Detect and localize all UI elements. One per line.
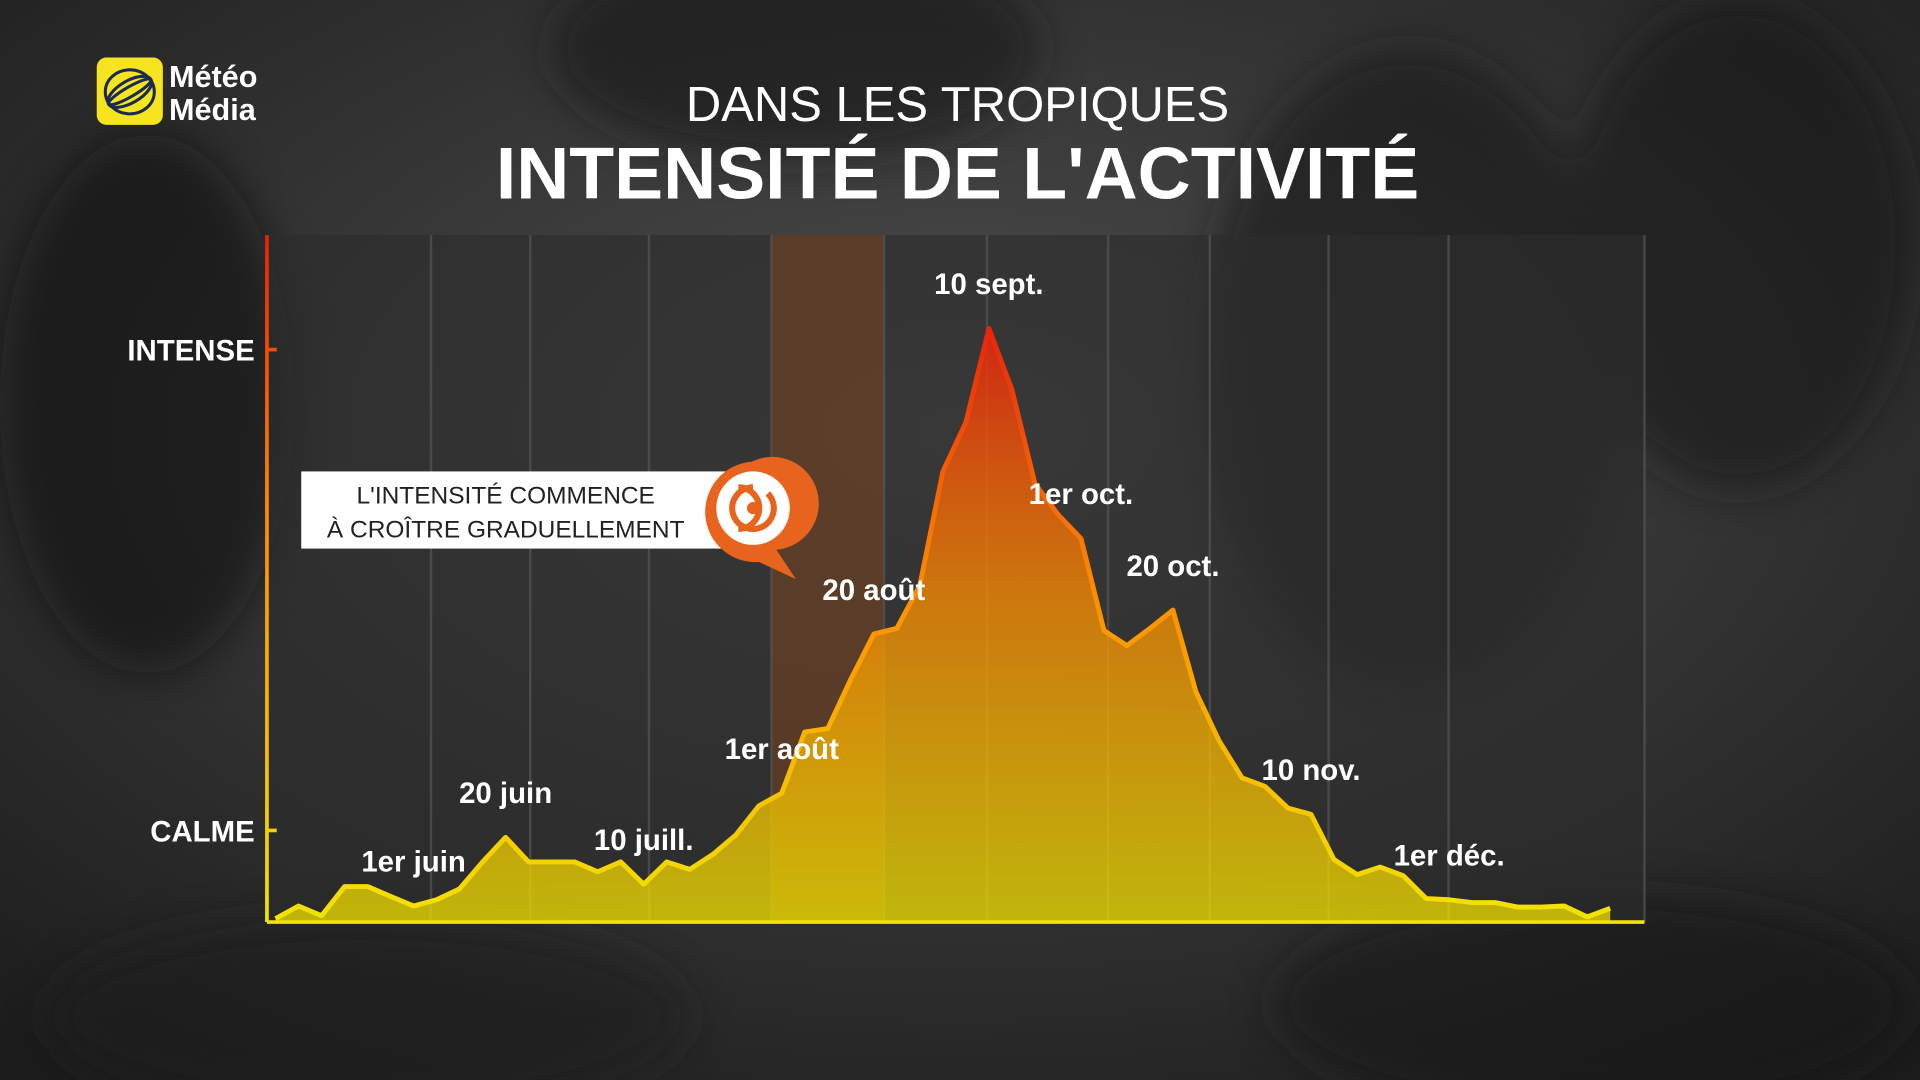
data-label: 1er juin xyxy=(361,846,465,879)
data-label: 10 juill. xyxy=(594,824,694,857)
plot: INTENSE CALME 1er juin 20 juin 10 juill. 1er … xyxy=(127,235,1645,924)
data-label: 10 nov. xyxy=(1262,754,1361,787)
area xyxy=(275,328,1611,923)
logo-globe xyxy=(103,68,156,116)
chart-title: INTENSITÉ DE L'ACTIVITÉ xyxy=(496,131,1419,214)
callout-text: L'INTENSITÉ COMMENCE xyxy=(357,482,655,509)
y-tick-label: CALME xyxy=(150,815,254,848)
line xyxy=(274,325,1612,921)
callout-box xyxy=(301,471,749,549)
logo: Météo Média xyxy=(96,57,257,127)
data-label: 10 sept. xyxy=(934,268,1043,301)
data-label: 20 juin xyxy=(459,777,552,810)
logo-text: Météo xyxy=(169,60,257,94)
logo-text: Média xyxy=(169,93,257,127)
callout: L'INTENSITÉ COMMENCE À CROÎTRE GRADUELLE… xyxy=(301,456,819,580)
data-label: 1er oct. xyxy=(1029,478,1134,511)
y-tick-label: INTENSE xyxy=(127,335,254,368)
hurricane-eye xyxy=(746,502,760,515)
supertitle: DANS LES TROPIQUES xyxy=(686,78,1229,132)
data-label: 20 août xyxy=(822,574,925,607)
data-label: 20 oct. xyxy=(1126,550,1219,583)
callout-text: À CROÎTRE GRADUELLEMENT xyxy=(327,517,685,544)
data-label: 1er août xyxy=(725,733,839,766)
data-label: 1er déc. xyxy=(1394,839,1505,872)
